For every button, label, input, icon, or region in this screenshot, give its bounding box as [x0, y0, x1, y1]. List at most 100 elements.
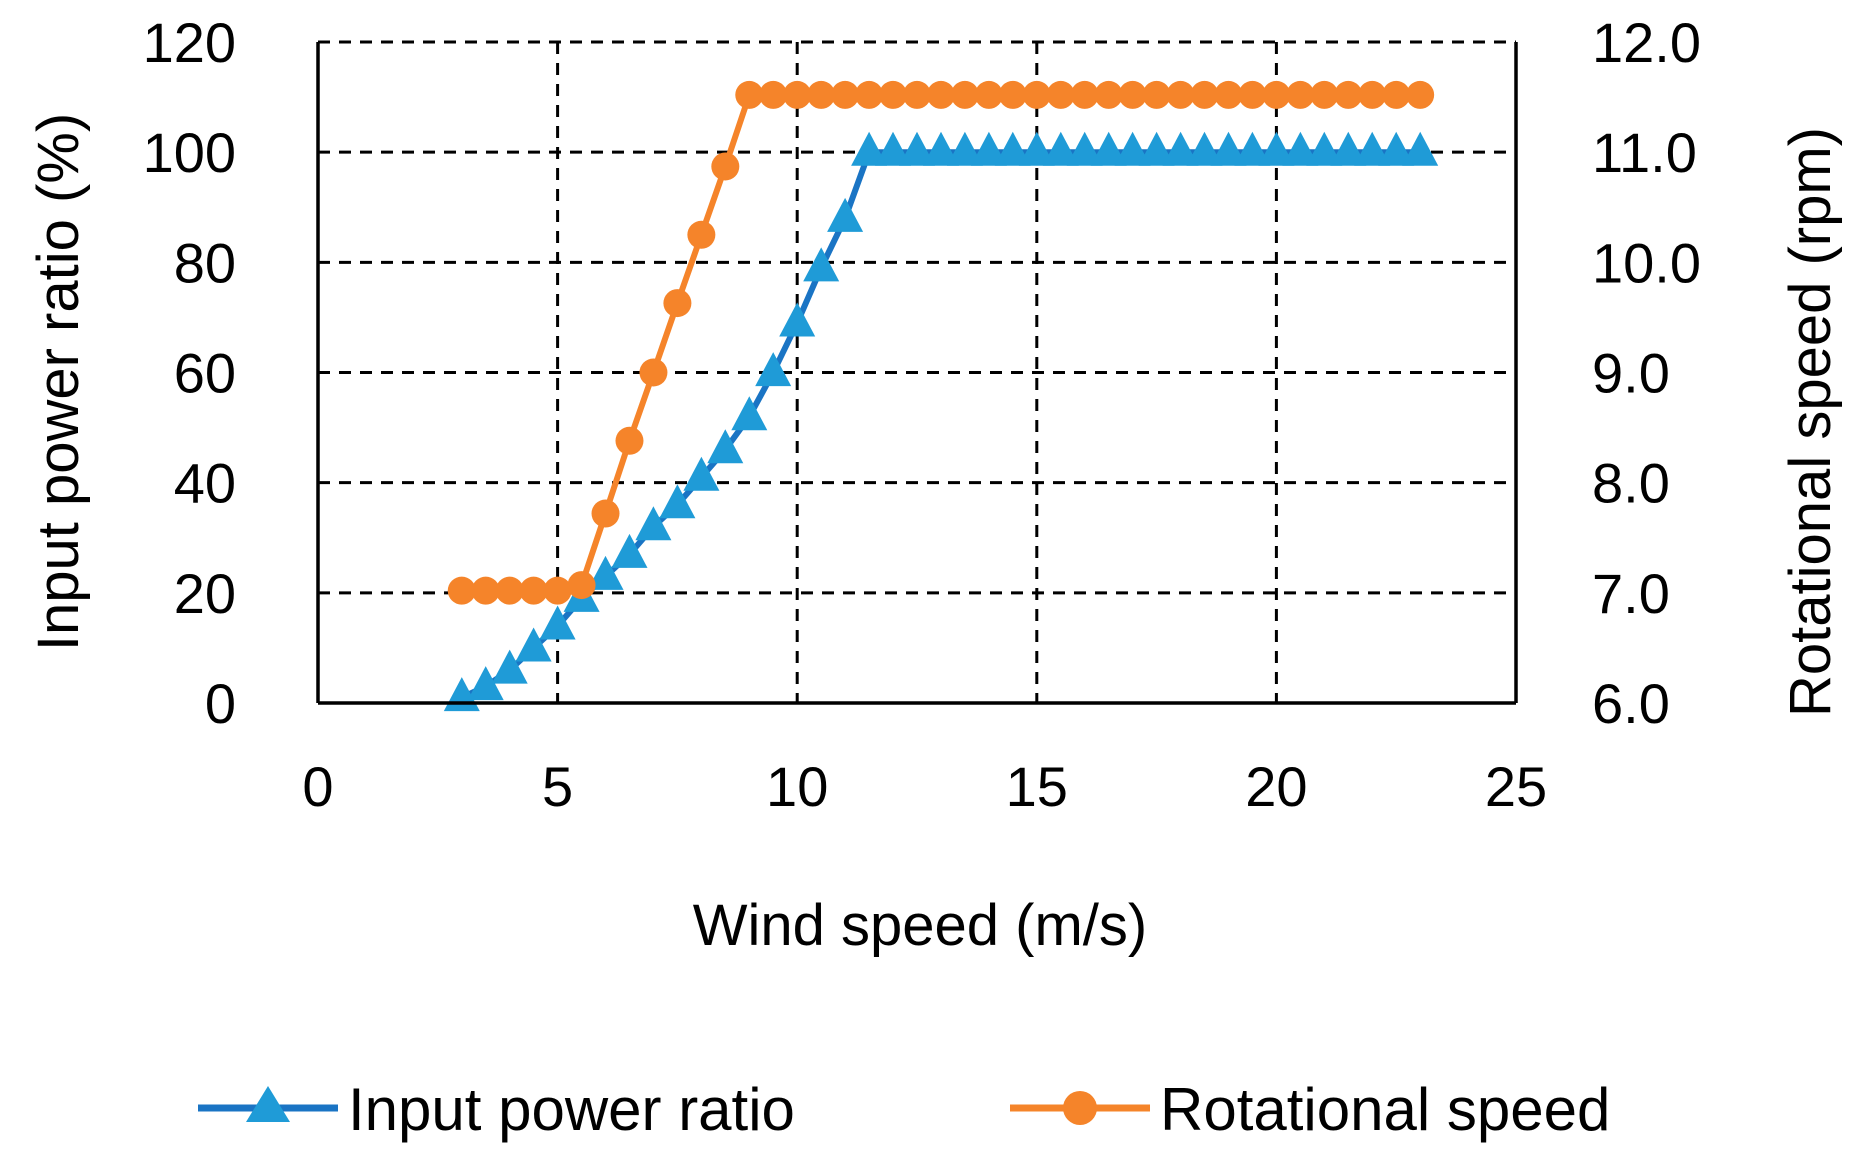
y-tick-label: 20 — [174, 562, 236, 625]
data-point-input-power-ratio — [1066, 131, 1103, 166]
data-point-rotational-speed — [1238, 80, 1267, 109]
legend-entry-input-power-ratio: Input power ratio — [198, 1076, 795, 1143]
data-point-input-power-ratio — [1210, 131, 1247, 166]
data-point-input-power-ratio — [707, 429, 744, 464]
data-point-input-power-ratio — [1330, 131, 1367, 166]
legend-circle-marker-icon — [1063, 1091, 1097, 1125]
data-point-rotational-speed — [759, 80, 788, 109]
y2-axis-title: Rotational speed (rpm) — [1778, 127, 1843, 717]
data-point-rotational-speed — [1214, 80, 1243, 109]
data-point-rotational-speed — [1046, 80, 1075, 109]
data-point-input-power-ratio — [1282, 131, 1319, 166]
data-point-input-power-ratio — [1234, 131, 1271, 166]
data-point-input-power-ratio — [946, 131, 983, 166]
data-point-rotational-speed — [1358, 80, 1387, 109]
legend-label-input-power-ratio: Input power ratio — [348, 1076, 795, 1143]
y-tick-label: 40 — [174, 452, 236, 515]
y-tick-label: 80 — [174, 231, 236, 294]
axes — [316, 42, 1518, 705]
data-point-input-power-ratio — [635, 506, 672, 541]
data-point-rotational-speed — [687, 220, 716, 249]
data-point-input-power-ratio — [587, 555, 624, 590]
data-point-rotational-speed — [879, 80, 908, 109]
data-point-rotational-speed — [783, 80, 812, 109]
y2-tick-label: 11.0 — [1592, 121, 1697, 184]
legend: Input power ratio Rotational speed — [198, 1076, 1610, 1143]
data-point-rotational-speed — [1406, 80, 1435, 109]
data-point-input-power-ratio — [1138, 131, 1175, 166]
data-point-rotational-speed — [1166, 80, 1195, 109]
data-point-input-power-ratio — [539, 605, 576, 640]
x-tick-label: 0 — [302, 755, 333, 818]
data-point-rotational-speed — [639, 358, 668, 387]
y2-tick-label: 10.0 — [1592, 231, 1701, 294]
y-axis-title: Input power ratio (%) — [26, 113, 91, 651]
data-point-rotational-speed — [855, 80, 884, 109]
data-point-input-power-ratio — [1114, 131, 1151, 166]
data-point-rotational-speed — [567, 571, 596, 600]
data-point-rotational-speed — [663, 289, 692, 318]
tick-labels: 0 5 10 15 20 25 0 20 40 60 80 100 120 6.0 7.0 8.0 9.0 10.… — [143, 11, 1701, 818]
data-point-rotational-speed — [974, 80, 1003, 109]
y2-tick-label: 6.0 — [1592, 672, 1670, 735]
x-tick-label: 25 — [1485, 755, 1547, 818]
data-point-input-power-ratio — [1378, 131, 1415, 166]
data-point-rotational-speed — [1022, 80, 1051, 109]
data-point-rotational-speed — [735, 80, 764, 109]
data-point-input-power-ratio — [1306, 131, 1343, 166]
x-tick-label: 15 — [1006, 755, 1068, 818]
data-point-rotational-speed — [1334, 80, 1363, 109]
data-point-input-power-ratio — [851, 131, 888, 166]
data-point-input-power-ratio — [899, 131, 935, 166]
plot-series — [443, 80, 1439, 712]
data-point-rotational-speed — [543, 576, 572, 605]
data-point-rotational-speed — [1118, 80, 1147, 109]
data-point-rotational-speed — [1262, 80, 1291, 109]
y-tick-label: 100 — [143, 121, 236, 184]
data-point-input-power-ratio — [994, 131, 1031, 166]
series-rotational-speed — [447, 80, 1435, 605]
data-point-input-power-ratio — [683, 456, 720, 491]
data-point-input-power-ratio — [779, 302, 816, 337]
data-point-input-power-ratio — [731, 396, 768, 431]
data-point-input-power-ratio — [827, 197, 864, 232]
y2-tick-label: 8.0 — [1592, 452, 1670, 515]
data-point-rotational-speed — [1094, 80, 1123, 109]
data-point-input-power-ratio — [659, 484, 696, 519]
data-point-input-power-ratio — [970, 131, 1007, 166]
data-point-input-power-ratio — [1018, 131, 1055, 166]
data-point-rotational-speed — [950, 80, 979, 109]
y2-tick-label: 9.0 — [1592, 342, 1670, 405]
y2-tick-label: 12.0 — [1592, 11, 1701, 74]
legend-triangle-marker-icon — [246, 1086, 290, 1122]
data-point-input-power-ratio — [875, 131, 911, 166]
data-point-input-power-ratio — [1090, 131, 1127, 166]
data-point-input-power-ratio — [1402, 131, 1439, 166]
data-point-input-power-ratio — [1186, 131, 1223, 166]
data-point-rotational-speed — [1190, 80, 1219, 109]
series-input-power-ratio — [443, 131, 1439, 712]
data-point-rotational-speed — [711, 152, 740, 181]
data-point-rotational-speed — [1310, 80, 1339, 109]
data-point-rotational-speed — [1286, 80, 1315, 109]
data-point-rotational-speed — [447, 576, 476, 605]
data-point-input-power-ratio — [1042, 131, 1079, 166]
data-point-rotational-speed — [1070, 80, 1099, 109]
data-point-input-power-ratio — [755, 352, 792, 387]
data-point-input-power-ratio — [1162, 131, 1199, 166]
data-point-rotational-speed — [903, 80, 931, 109]
data-point-rotational-speed — [1382, 80, 1411, 109]
data-point-rotational-speed — [926, 80, 955, 109]
y-tick-label: 0 — [205, 672, 236, 735]
data-point-rotational-speed — [495, 576, 524, 605]
data-point-input-power-ratio — [611, 533, 648, 568]
data-point-input-power-ratio — [491, 649, 528, 684]
data-point-rotational-speed — [471, 576, 500, 605]
y-tick-label: 120 — [143, 11, 236, 74]
data-point-input-power-ratio — [1354, 131, 1391, 166]
y-tick-label: 60 — [174, 342, 236, 405]
data-point-rotational-speed — [615, 426, 644, 455]
x-axis-title: Wind speed (m/s) — [693, 893, 1147, 958]
data-point-input-power-ratio — [803, 247, 840, 282]
data-point-rotational-speed — [998, 80, 1027, 109]
